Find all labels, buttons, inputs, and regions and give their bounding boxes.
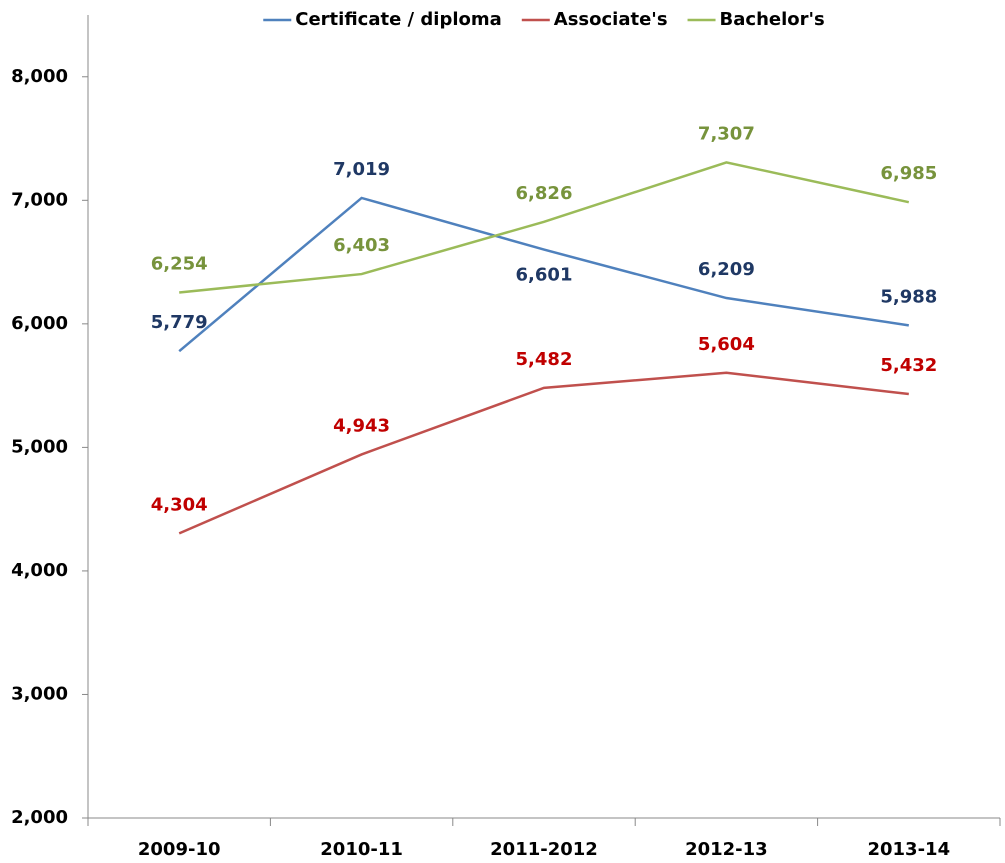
series-line xyxy=(179,161,910,294)
series-line xyxy=(178,196,909,353)
y-tick-label: 5,000 xyxy=(11,436,68,457)
legend-label: Certificate / diploma xyxy=(295,9,502,30)
data-label: 7,307 xyxy=(698,123,755,144)
data-label: 6,826 xyxy=(516,183,573,204)
x-tick-label: 2013-14 xyxy=(867,839,950,860)
data-label: 6,254 xyxy=(151,253,208,274)
data-label: 7,019 xyxy=(333,159,390,180)
x-tick-label: 2010-11 xyxy=(320,839,403,860)
x-tick-label: 2009-10 xyxy=(138,839,221,860)
data-label: 5,432 xyxy=(880,355,937,376)
data-label: 5,482 xyxy=(516,349,573,370)
data-label: 6,403 xyxy=(333,235,390,256)
data-label: 4,943 xyxy=(333,415,390,436)
series-line xyxy=(178,371,909,535)
y-tick-label: 3,000 xyxy=(11,683,68,704)
data-label: 5,988 xyxy=(880,286,937,307)
legend-label: Bachelor's xyxy=(720,9,825,30)
data-label: 6,601 xyxy=(516,265,573,286)
y-tick-label: 7,000 xyxy=(11,189,68,210)
y-tick-label: 6,000 xyxy=(11,313,68,334)
y-tick-label: 2,000 xyxy=(11,807,68,828)
x-tick-label: 2012-13 xyxy=(685,839,768,860)
data-label: 4,304 xyxy=(151,494,208,515)
x-tick-label: 2011-2012 xyxy=(490,839,598,860)
data-label: 6,209 xyxy=(698,259,755,280)
data-label: 5,604 xyxy=(698,334,755,355)
data-label: 5,779 xyxy=(151,312,208,333)
y-tick-label: 8,000 xyxy=(11,66,68,87)
y-tick-label: 4,000 xyxy=(11,560,68,581)
data-label: 6,985 xyxy=(880,163,937,184)
legend-label: Associate's xyxy=(554,9,668,30)
